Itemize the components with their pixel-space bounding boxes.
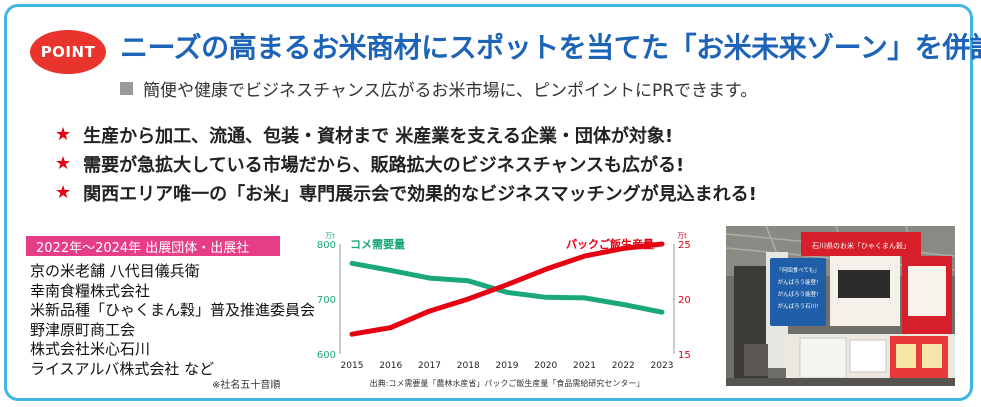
bullet-item: ★ 需要が急拡大している市場だから、販路拡大のビジネスチャンスも広がる! (55, 149, 757, 178)
x-tick-label: 2016 (379, 361, 402, 371)
data-point (583, 296, 586, 300)
exhibitor-name: 幸南食糧株式会社 (30, 281, 151, 300)
bullet-text: 関西エリア唯一の「お米」専門展示会で効果的なビジネスマッチングが見込まれる! (83, 183, 757, 205)
data-point (622, 303, 625, 306)
data-point (544, 268, 547, 271)
series-line (349, 241, 665, 337)
data-point (505, 283, 509, 286)
x-tick-label: 2020 (534, 361, 557, 371)
gray-square-icon (120, 82, 133, 95)
subline: 簡便や健康でビジネスチャンス広がるお米市場に、ピンポイントにPRできます。 (120, 76, 757, 101)
photo-panel-text: がんばろう石川! (778, 302, 819, 310)
right-tick-label: 20 (678, 295, 691, 306)
data-point (428, 309, 431, 313)
data-point (660, 242, 664, 246)
x-tick-label: 2017 (418, 361, 441, 371)
right-tick-label: 15 (678, 350, 691, 361)
data-point (467, 279, 470, 283)
data-point (505, 291, 509, 294)
x-tick-label: 2022 (612, 361, 635, 371)
star-icon: ★ (55, 124, 72, 145)
order-note: ※社名五十音順 (212, 380, 281, 391)
data-point (467, 297, 470, 301)
data-point (622, 247, 625, 250)
series-label: パックご飯生産量 (566, 237, 654, 251)
left-tick-label: 600 (317, 350, 336, 361)
exhibitor-name: 野津原町商工会 (30, 320, 136, 339)
data-point (544, 296, 547, 299)
series-line (349, 260, 665, 315)
subline-text: 簡便や健康でビジネスチャンス広がるお米市場に、ピンポイントにPRできます。 (143, 81, 758, 101)
data-point (583, 254, 586, 258)
x-tick-label: 2015 (341, 361, 364, 371)
exhibitor-name: 京の米老舗 八代目儀兵衛 (30, 262, 200, 280)
star-icon: ★ (55, 182, 72, 203)
x-tick-label: 2023 (651, 361, 674, 371)
point-badge: POINT (30, 30, 106, 74)
left-axis-unit: 万t (325, 232, 335, 240)
x-tick-label: 2018 (457, 361, 480, 371)
bullet-text: 需要が急拡大している市場だから、販路拡大のビジネスチャンスも広がる! (83, 154, 685, 176)
right-axis-unit: 万t (677, 232, 687, 240)
photo-panel-text: がんばろう能登! (778, 290, 819, 298)
exhibitors-title: 2022年〜2024年 出展団体・出展社 (26, 236, 280, 256)
x-tick-label: 2021 (573, 361, 596, 371)
star-icon: ★ (55, 153, 72, 174)
x-tick-label: 2019 (496, 361, 519, 371)
data-point (660, 311, 664, 314)
left-tick-label: 800 (317, 240, 336, 251)
headline: ニーズの高まるお米商材にスポットを当てた「お米未来ゾーン」を併設! (120, 31, 981, 64)
series-label: コメ需要量 (350, 238, 405, 251)
data-point (389, 269, 392, 272)
bullet-list: ★ 生産から加工、流通、包装・資材まで 米産業を支える企業・団体が対象! ★ 需… (55, 120, 757, 207)
left-tick-label: 700 (317, 295, 336, 306)
exhibitor-name: 株式会社米心石川 (30, 340, 151, 358)
exhibitor-name: 米新品種「ひゃくまん穀」普及推進委員会 (30, 301, 316, 319)
exhibitor-list: 京の米老舗 八代目儀兵衛 幸南食糧株式会社 米新品種「ひゃくまん穀」普及推進委員… (30, 262, 315, 379)
data-point (428, 276, 431, 280)
data-point (350, 262, 354, 265)
bullet-item: ★ 生産から加工、流通、包装・資材まで 米産業を支える企業・団体が対象! (55, 120, 757, 149)
data-point (389, 326, 392, 329)
photo-panel-text: 「何回食べても」 (776, 266, 820, 274)
right-tick-label: 25 (678, 240, 691, 251)
booth-photo: 石川県のお米「ひゃくまん穀」 「何回食べても」 がんばろう能登! がんばろう能登… (726, 226, 955, 386)
photo-panel-text: がんばろう能登! (778, 278, 819, 286)
chart-source: 出典:コメ需要量「農林水産省」パックご飯生産量「食品需給研究センター」 (370, 378, 645, 388)
bullet-text: 生産から加工、流通、包装・資材まで 米産業を支える企業・団体が対象! (83, 125, 674, 147)
exhibitor-name: ライスアルバ株式会社 など (30, 359, 215, 378)
data-point (350, 333, 354, 336)
bullet-item: ★ 関西エリア唯一の「お米」専門展示会で効果的なビジネスマッチングが見込まれる! (55, 178, 757, 207)
photo-sign-text: 石川県のお米「ひゃくまん穀」 (812, 241, 910, 250)
